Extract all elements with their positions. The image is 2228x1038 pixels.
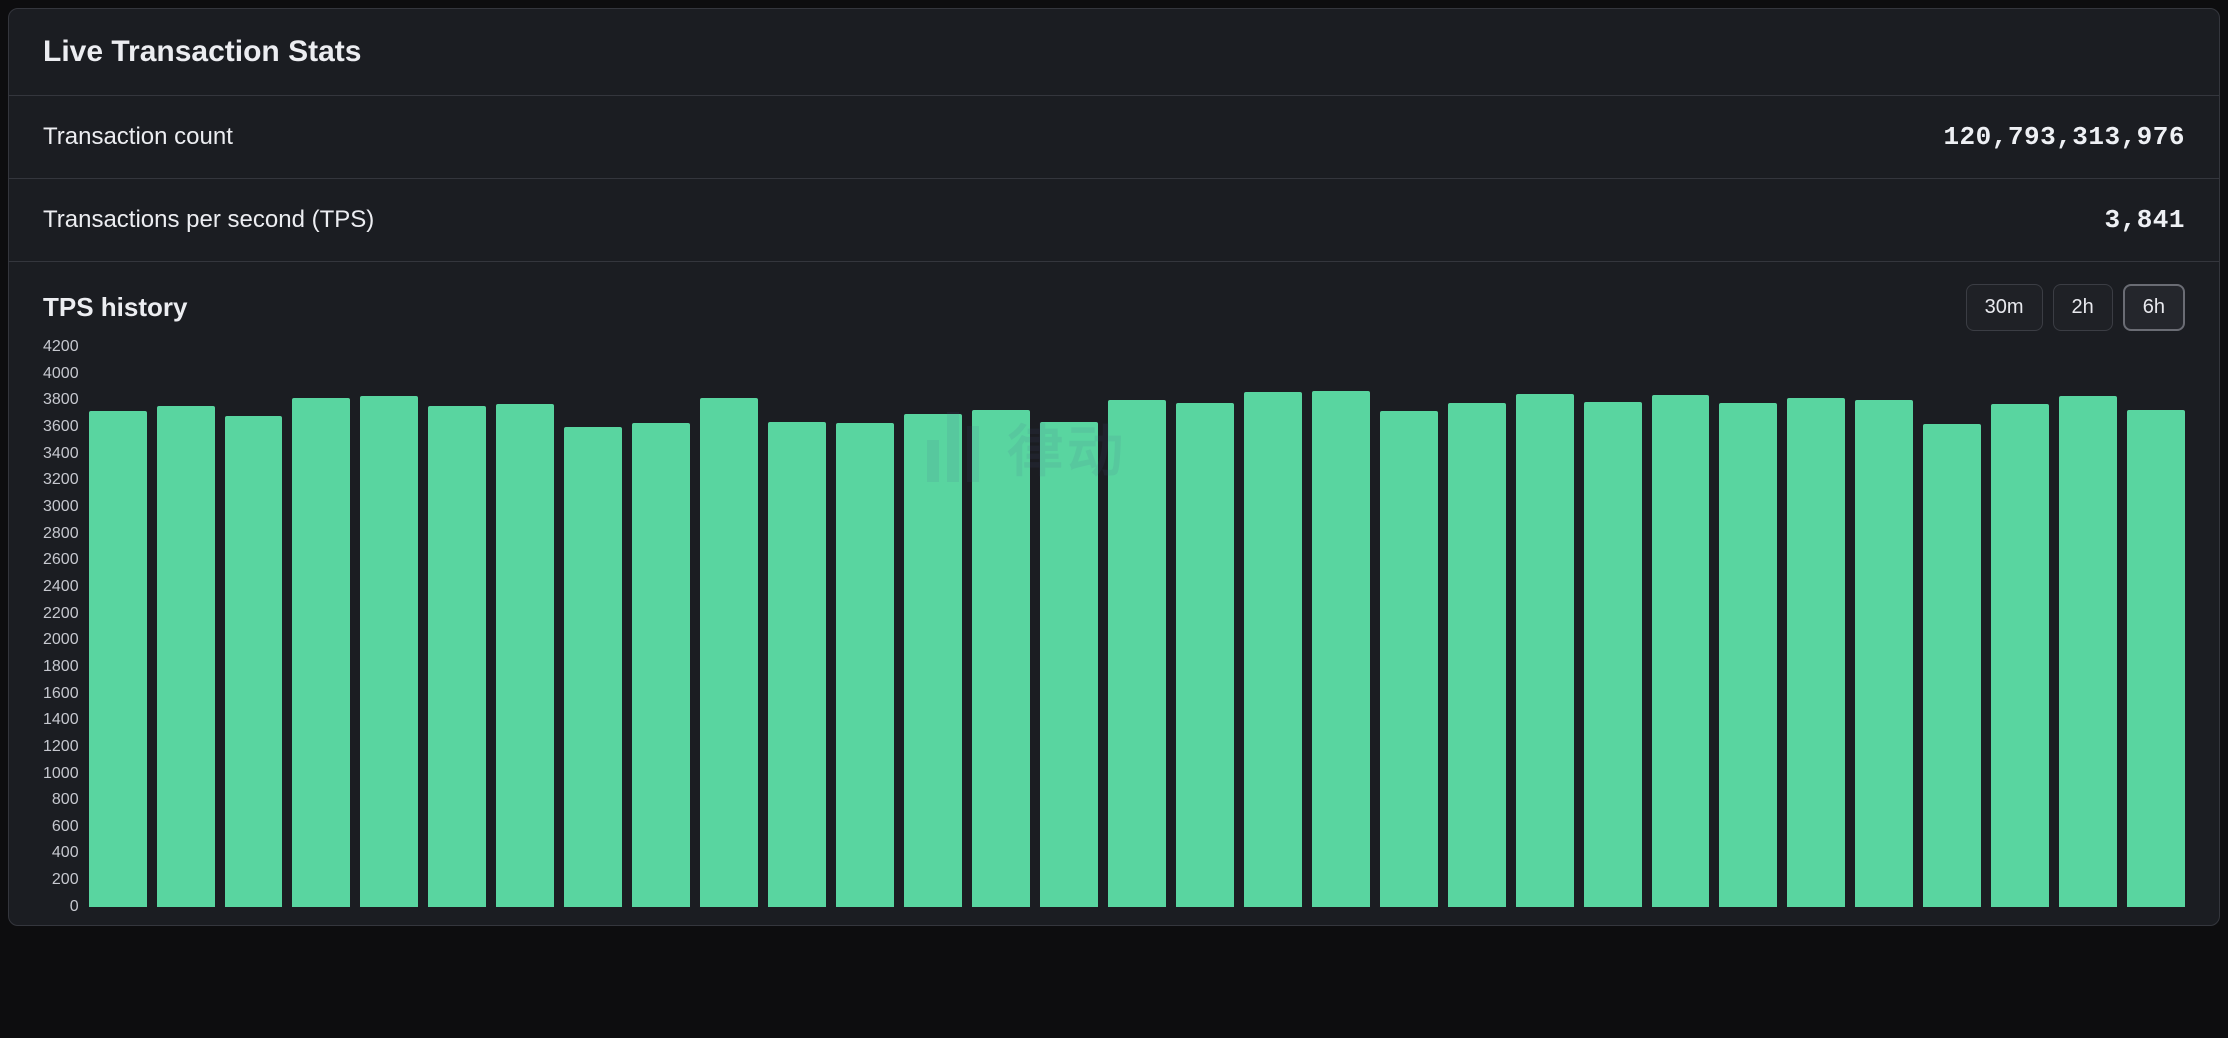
tps-bar[interactable] — [836, 423, 894, 907]
range-button-group: 30m 2h 6h — [1966, 284, 2185, 331]
range-button-6h[interactable]: 6h — [2123, 284, 2185, 331]
tps-bar[interactable] — [1244, 392, 1302, 907]
tps-bar[interactable] — [1719, 403, 1777, 907]
transaction-count-value: 120,793,313,976 — [1943, 122, 2185, 152]
tps-bar[interactable] — [428, 406, 486, 907]
tps-chart-container: 4200400038003600340032003000280026002400… — [9, 337, 2219, 925]
tps-chart-y-axis: 4200400038003600340032003000280026002400… — [43, 347, 89, 907]
tps-bar[interactable] — [1787, 398, 1845, 907]
tps-label: Transactions per second (TPS) — [43, 206, 374, 234]
tps-bar[interactable] — [972, 410, 1030, 907]
tps-bar[interactable] — [1040, 422, 1098, 907]
range-button-30m[interactable]: 30m — [1966, 284, 2043, 331]
tps-bar[interactable] — [225, 416, 283, 907]
stat-row-transaction-count: Transaction count 120,793,313,976 — [9, 96, 2219, 179]
tps-bar[interactable] — [1652, 395, 1710, 907]
tps-bar[interactable] — [1380, 411, 1438, 907]
tps-bar[interactable] — [564, 427, 622, 907]
tps-bar[interactable] — [1108, 400, 1166, 907]
tps-bar[interactable] — [700, 398, 758, 907]
tps-history-section: TPS history 30m 2h 6h 420040003800360034… — [9, 262, 2219, 925]
tps-bar[interactable] — [1923, 424, 1981, 907]
tps-bar[interactable] — [1176, 403, 1234, 907]
transaction-count-label: Transaction count — [43, 123, 233, 151]
tps-chart: 4200400038003600340032003000280026002400… — [43, 347, 2185, 907]
tps-history-title: TPS history — [43, 292, 187, 323]
tps-bar[interactable] — [1448, 403, 1506, 907]
range-button-2h[interactable]: 2h — [2053, 284, 2113, 331]
tps-bar[interactable] — [1516, 394, 1574, 907]
tps-bar[interactable] — [360, 396, 418, 907]
tps-chart-bars: 律动 — [89, 347, 2185, 907]
tps-bar[interactable] — [2127, 410, 2185, 907]
stat-row-tps: Transactions per second (TPS) 3,841 — [9, 179, 2219, 262]
tps-bar[interactable] — [632, 423, 690, 907]
tps-bar[interactable] — [1991, 404, 2049, 907]
tps-value: 3,841 — [2104, 205, 2185, 235]
tps-bar[interactable] — [157, 406, 215, 907]
tps-bar[interactable] — [496, 404, 554, 907]
tps-bar[interactable] — [1312, 391, 1370, 907]
tps-bar[interactable] — [1855, 400, 1913, 907]
stats-panel: Live Transaction Stats Transaction count… — [8, 8, 2220, 926]
tps-bar[interactable] — [292, 398, 350, 907]
tps-bar[interactable] — [89, 411, 147, 907]
tps-bar[interactable] — [904, 414, 962, 907]
panel-header: Live Transaction Stats — [9, 9, 2219, 96]
tps-bar[interactable] — [2059, 396, 2117, 907]
tps-bar[interactable] — [768, 422, 826, 907]
tps-bar[interactable] — [1584, 402, 1642, 907]
panel-title: Live Transaction Stats — [43, 35, 361, 69]
tps-history-header: TPS history 30m 2h 6h — [9, 262, 2219, 337]
